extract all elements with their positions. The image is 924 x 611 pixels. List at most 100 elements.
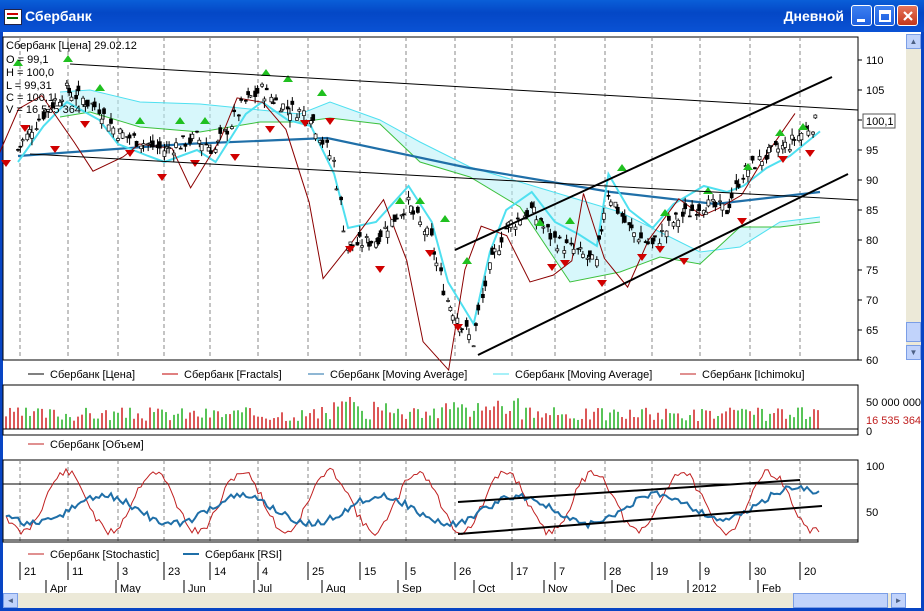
candle-body	[81, 97, 85, 105]
candle-body	[764, 155, 769, 160]
rsi-line	[5, 484, 820, 530]
candle-body	[674, 212, 678, 215]
month-label: Jun	[188, 583, 206, 595]
candle-body	[223, 129, 227, 131]
candle-body	[41, 112, 46, 120]
scroll-left-icon[interactable]: ◄	[3, 593, 18, 608]
candle-body	[746, 169, 750, 177]
chart-canvas[interactable]: 21 11 3 23 14 4 25 15 5 26 17 7 28 19 9 30 20 Apr May Jun Ju…	[0, 32, 924, 611]
candle-body	[806, 130, 811, 136]
fractal-up-icon	[535, 219, 545, 226]
candle-body	[429, 228, 434, 236]
fractal-up-icon	[743, 163, 753, 170]
candle-body	[178, 147, 183, 150]
scroll-right-icon[interactable]: ►	[891, 593, 906, 608]
candle-body	[513, 226, 518, 230]
time-scrollbar[interactable]: ◄ ►	[3, 593, 906, 608]
candle-body	[690, 204, 694, 211]
candle-body	[650, 237, 655, 245]
candle-body	[418, 221, 423, 226]
candle-body	[390, 219, 395, 227]
candle-body	[53, 98, 58, 101]
candle-body	[225, 130, 230, 135]
candle-body	[139, 145, 144, 149]
candle-body	[632, 232, 636, 237]
candle-body	[546, 224, 550, 228]
candle-body	[599, 229, 604, 232]
price-scrollbar[interactable]: ▲ ▼	[906, 34, 921, 360]
info-header: Сбербанк [Цена] 29.02.12	[6, 40, 137, 52]
osc-axis: 100 50	[866, 461, 884, 519]
fractal-down-icon	[125, 150, 135, 157]
scroll-down-icon[interactable]: ▼	[906, 345, 921, 360]
candle-body	[236, 114, 241, 117]
candle-body	[197, 139, 202, 144]
month-label: 2012	[692, 583, 716, 595]
minimize-button[interactable]	[851, 5, 872, 26]
candle-body	[383, 226, 388, 229]
candle-body	[213, 149, 218, 153]
candle-body	[471, 345, 476, 348]
fractal-up-icon	[13, 59, 23, 66]
maximize-button[interactable]	[874, 5, 895, 26]
candle-body	[694, 214, 699, 216]
close-button[interactable]	[897, 5, 918, 26]
legend-rsi: Сбербанк [RSI]	[205, 549, 282, 561]
scroll-thumb[interactable]	[906, 322, 921, 342]
info-close: C = 100,1	[6, 92, 54, 104]
candle-body	[725, 210, 729, 215]
candle-body	[409, 205, 413, 213]
fractal-up-icon	[395, 197, 405, 204]
volume-legend: Сбербанк [Объем]	[28, 439, 144, 451]
candle-body	[181, 135, 185, 138]
candle-body	[671, 222, 676, 227]
candle-body	[590, 254, 595, 260]
price-tick-label: 60	[866, 355, 878, 367]
price-tick-label: 75	[866, 265, 878, 277]
candle-body	[20, 139, 25, 142]
candle-body	[606, 194, 611, 197]
candle-body	[188, 137, 192, 144]
candle-body	[597, 235, 602, 240]
day-label: 21	[24, 566, 36, 578]
candle-body	[360, 245, 364, 248]
legend-ma2: Сбербанк [Moving Average]	[515, 369, 652, 381]
app-icon[interactable]	[4, 9, 22, 25]
candle-body	[183, 143, 188, 147]
candle-body	[174, 142, 178, 148]
candle-body	[467, 334, 471, 340]
candle-body	[264, 87, 269, 91]
candle-body	[67, 87, 71, 94]
candle-body	[627, 222, 632, 226]
candle-body	[425, 227, 429, 236]
fractal-down-icon	[375, 266, 385, 273]
candle-body	[281, 103, 285, 110]
candle-body	[622, 215, 627, 223]
time-scroll-thumb[interactable]	[793, 593, 888, 608]
ichimoku-span-b	[59, 111, 821, 283]
candle-body	[364, 236, 369, 238]
fractal-up-icon	[798, 123, 808, 130]
candle-body	[476, 304, 481, 311]
day-label: 3	[122, 566, 128, 578]
day-label: 4	[262, 566, 268, 578]
candle-body	[718, 200, 722, 203]
candle-body	[773, 141, 778, 146]
scroll-up-icon[interactable]: ▲	[906, 34, 921, 49]
price-pane	[0, 36, 859, 372]
candle-body	[697, 204, 701, 212]
candle-body	[218, 127, 223, 134]
candle-body	[171, 152, 176, 156]
candle-body	[190, 133, 195, 139]
candle-body	[102, 108, 106, 114]
candle-body	[415, 206, 420, 213]
month-label: Jul	[258, 583, 272, 595]
volume-axis: 50 000 000 16 535 364 0	[866, 397, 921, 438]
fractal-up-icon	[135, 117, 145, 124]
candle-body	[99, 118, 104, 125]
fractal-up-icon	[261, 69, 271, 76]
price-tick-label: 105	[866, 85, 884, 97]
candle-body	[118, 128, 123, 135]
candle-body	[92, 101, 97, 108]
candle-body	[750, 155, 755, 161]
